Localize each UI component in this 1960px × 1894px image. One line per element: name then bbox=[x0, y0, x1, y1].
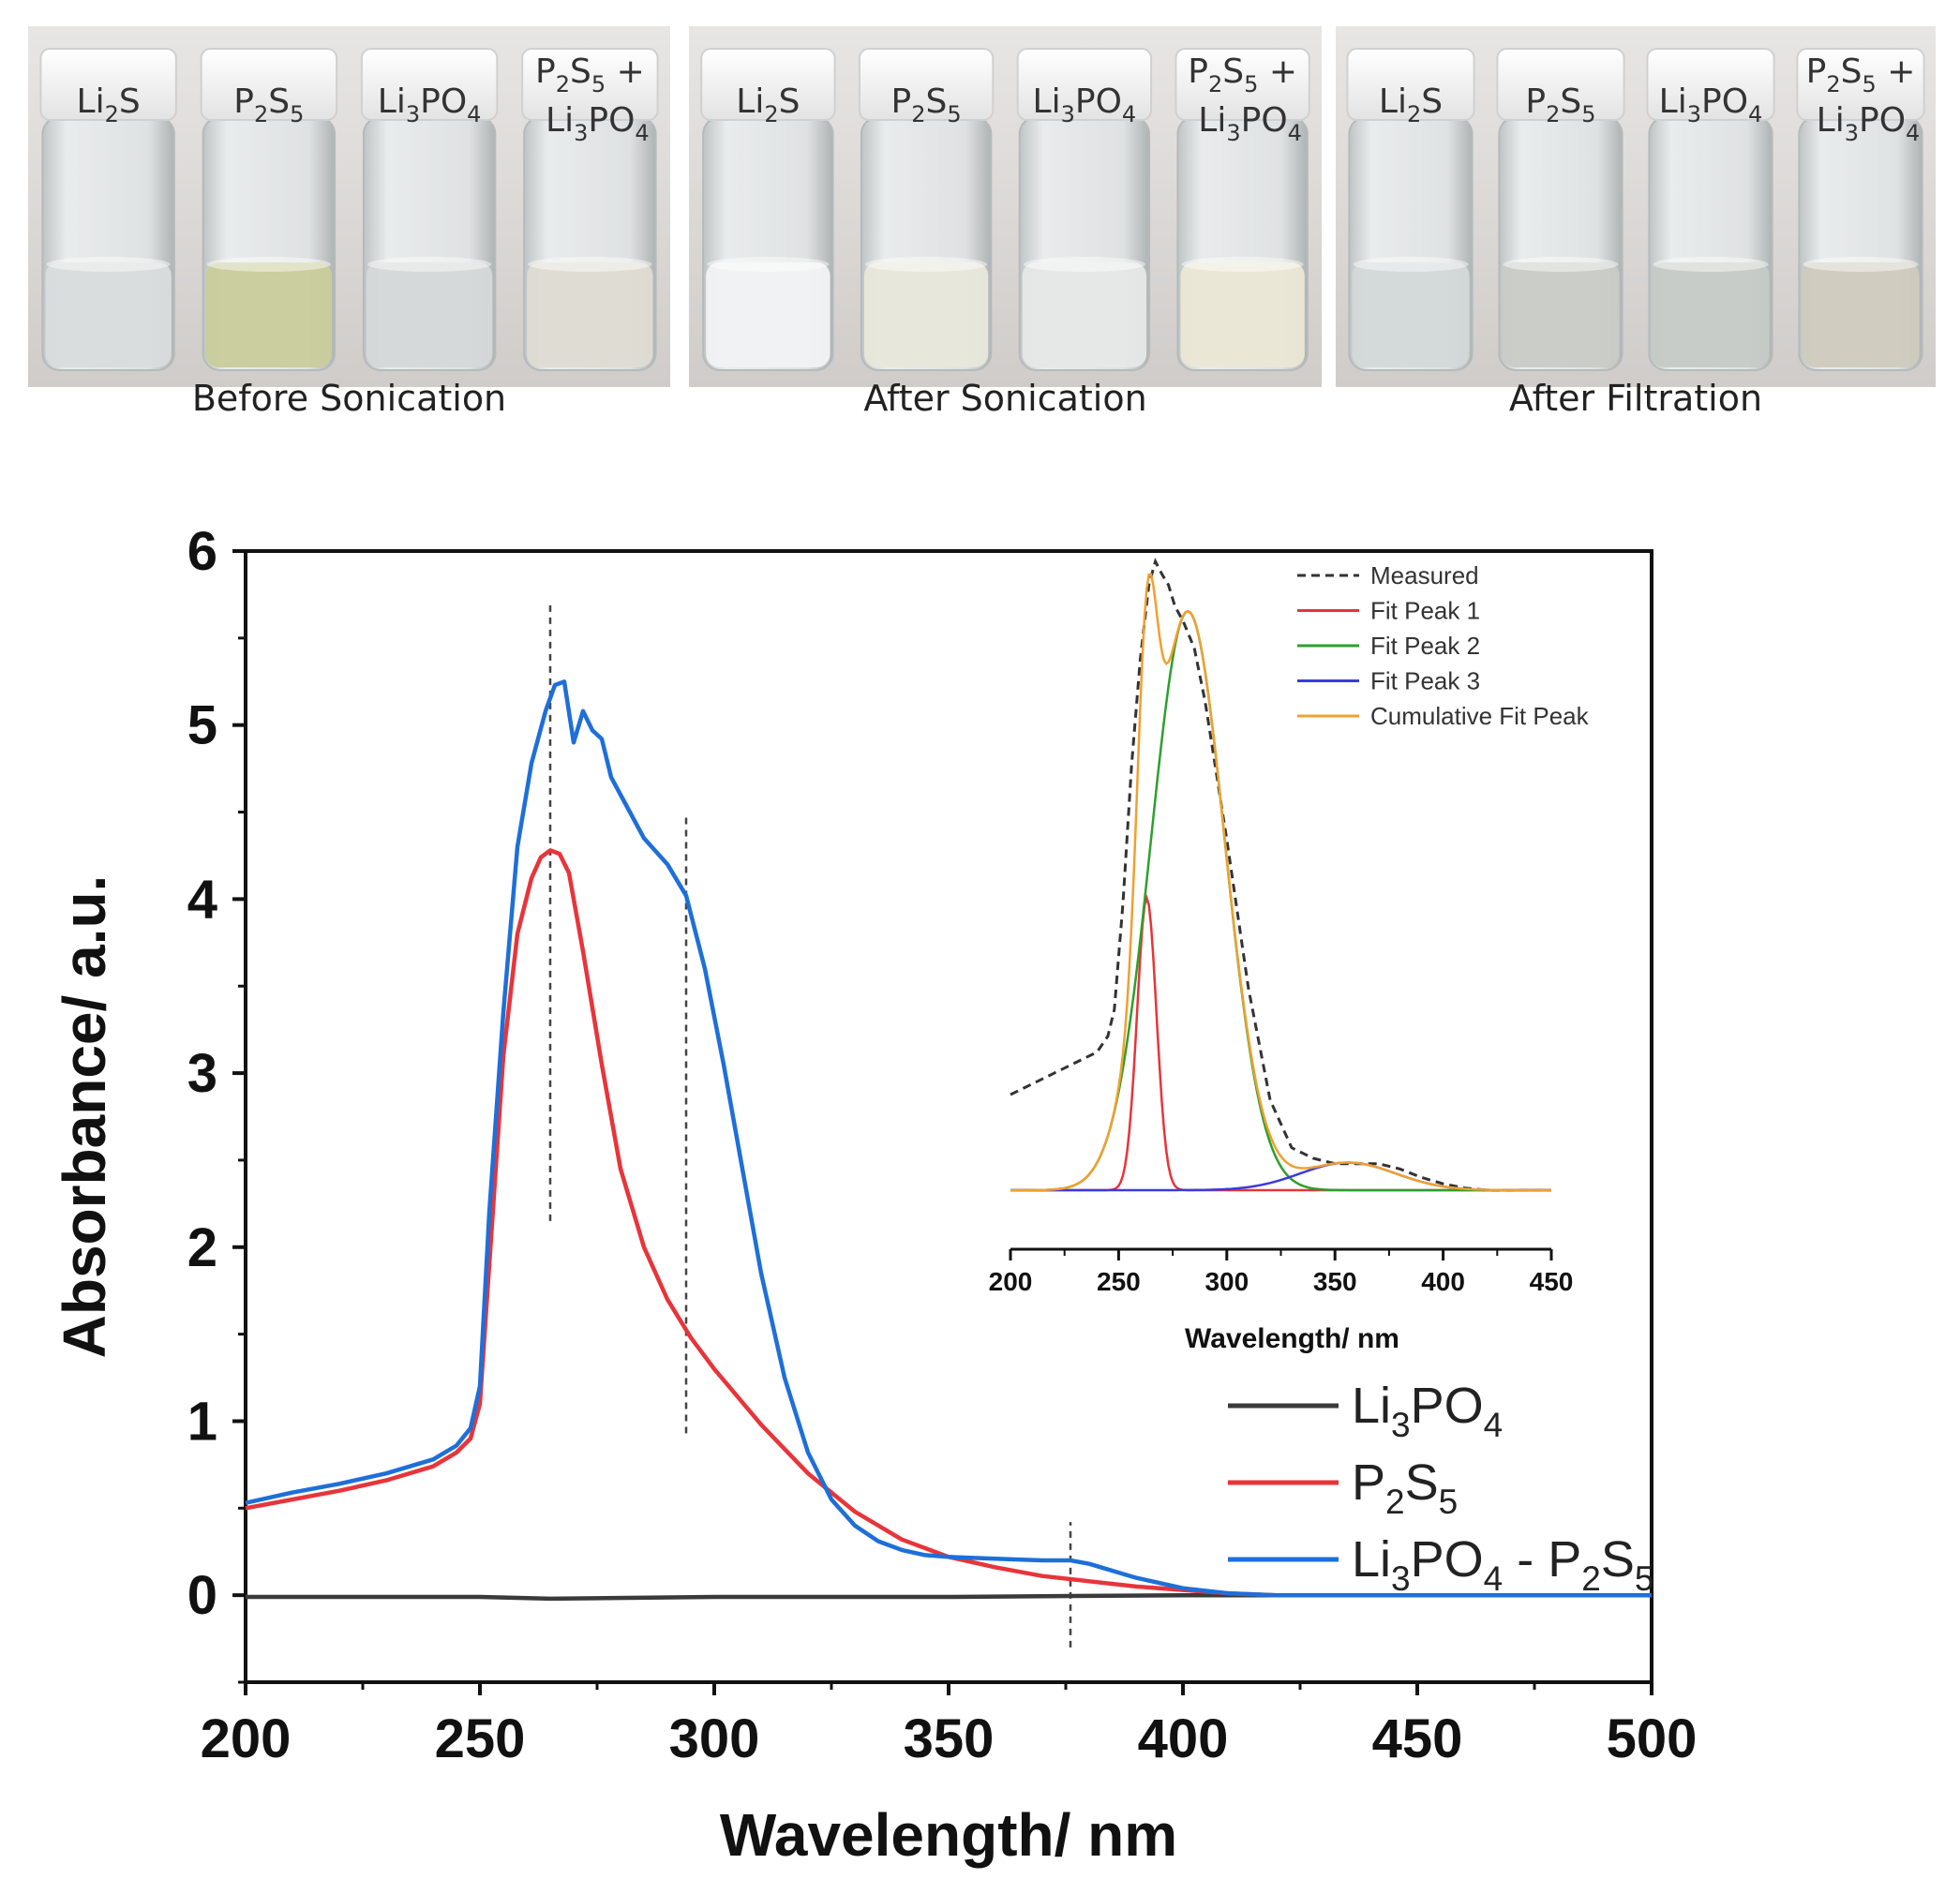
inset-x-tick-label: 300 bbox=[1204, 1267, 1249, 1296]
vial: Li2S bbox=[1346, 48, 1475, 371]
inset-x-tick-label: 350 bbox=[1313, 1267, 1357, 1296]
inset-legend-label: Fit Peak 2 bbox=[1370, 632, 1480, 660]
inset-x-tick-label: 200 bbox=[989, 1267, 1033, 1296]
vial: P2S5 bbox=[858, 48, 995, 371]
vial-label: Li3PO4 bbox=[1817, 101, 1921, 146]
y-tick-label: 2 bbox=[187, 1217, 217, 1278]
vial: Li2S bbox=[700, 48, 836, 371]
y-tick-label: 3 bbox=[187, 1043, 217, 1104]
vial-label: P2S5 bbox=[891, 82, 962, 127]
inset-legend-label: Fit Peak 3 bbox=[1370, 667, 1480, 695]
x-tick-label: 350 bbox=[904, 1708, 995, 1769]
inset-legend-label: Fit Peak 1 bbox=[1370, 597, 1480, 625]
x-tick-label: 500 bbox=[1607, 1708, 1698, 1769]
photo-caption: Before Sonication bbox=[192, 378, 506, 419]
vial: Li2S bbox=[39, 48, 177, 371]
vial: Li3PO4 bbox=[1016, 48, 1153, 371]
y-axis-title: Absorbance/ a.u. bbox=[51, 875, 118, 1359]
vial: P2S5 bbox=[200, 48, 338, 371]
absorbance-chart: 200 250 300 350 400 450 500 0 1 2 3 4 5 6 200 250 300 35… bbox=[51, 521, 1698, 1869]
vial-label: Li2S bbox=[1379, 82, 1443, 127]
vial-label: Li2S bbox=[77, 82, 141, 127]
inset-x-axis-title: Wavelength/ nm bbox=[1185, 1323, 1399, 1354]
x-tick-label: 300 bbox=[669, 1708, 760, 1769]
vial: Li3PO4 bbox=[1646, 48, 1775, 371]
vial-label: P2S5 bbox=[233, 82, 304, 127]
x-tick-label: 400 bbox=[1138, 1708, 1229, 1769]
vial-label: P2S5 + bbox=[1806, 52, 1916, 97]
y-tick-label: 1 bbox=[187, 1391, 217, 1452]
y-tick-label: 0 bbox=[187, 1565, 217, 1626]
x-tick-label: 200 bbox=[201, 1708, 292, 1769]
x-tick-label: 450 bbox=[1372, 1708, 1463, 1769]
photo-caption: After Sonication bbox=[863, 378, 1146, 419]
legend-label: Li3PO4 - P2S5 bbox=[1352, 1531, 1653, 1598]
y-tick-label: 5 bbox=[187, 695, 217, 756]
inset-x-tick-label: 450 bbox=[1530, 1267, 1574, 1296]
vial-label: Li2S bbox=[736, 82, 800, 127]
vial: P2S5 +Li3PO4 bbox=[1175, 48, 1310, 371]
vial: P2S5 +Li3PO4 bbox=[1796, 48, 1925, 371]
vial-label: Li3PO4 bbox=[1198, 101, 1302, 146]
vial-label: P2S5 + bbox=[535, 52, 645, 97]
x-axis-title: Wavelength/ nm bbox=[720, 1801, 1177, 1869]
series-line bbox=[245, 679, 1652, 1598]
legend-label: P2S5 bbox=[1352, 1454, 1458, 1521]
vial: P2S5 +Li3PO4 bbox=[521, 48, 659, 371]
y-tick-label: 6 bbox=[187, 521, 217, 582]
vial-label: P2S5 + bbox=[1188, 52, 1297, 97]
inset-series-line bbox=[1010, 573, 1551, 1192]
vial-label: Li3PO4 bbox=[1033, 82, 1137, 127]
vial-label: Li3PO4 bbox=[378, 82, 482, 127]
x-tick-label: 250 bbox=[435, 1708, 526, 1769]
inset-legend-label: Measured bbox=[1370, 561, 1479, 589]
photo-caption: After Filtration bbox=[1509, 378, 1762, 419]
vial: P2S5 bbox=[1496, 48, 1625, 371]
inset-legend-label: Cumulative Fit Peak bbox=[1370, 702, 1590, 730]
vial: Li3PO4 bbox=[360, 48, 499, 371]
legend-label: Li3PO4 bbox=[1352, 1378, 1503, 1444]
inset-series-line bbox=[1010, 558, 1551, 1192]
inset-x-tick-label: 250 bbox=[1097, 1267, 1141, 1296]
vial-label: Li3PO4 bbox=[546, 101, 650, 146]
inset-series-line bbox=[1010, 609, 1551, 1192]
inset-series-line bbox=[1010, 893, 1551, 1192]
y-tick-label: 4 bbox=[187, 869, 217, 930]
vial-label: P2S5 bbox=[1525, 82, 1595, 127]
vial-label: Li3PO4 bbox=[1659, 82, 1763, 127]
series-line bbox=[245, 848, 1652, 1598]
inset-x-tick-label: 400 bbox=[1421, 1267, 1465, 1296]
